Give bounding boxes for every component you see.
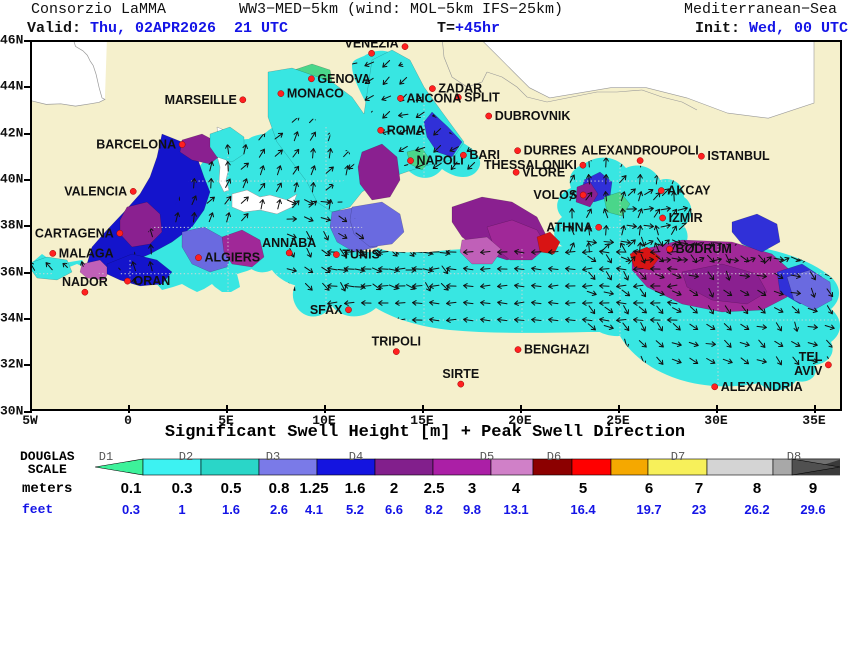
svg-text:DUBROVNIK: DUBROVNIK — [495, 109, 571, 123]
svg-text:SIRTE: SIRTE — [442, 367, 479, 381]
svg-text:AKCAY: AKCAY — [667, 184, 711, 198]
svg-text:TEL: TEL — [799, 350, 823, 364]
svg-text:ANCONA: ANCONA — [407, 91, 462, 105]
svg-text:BARCELONA: BARCELONA — [96, 138, 176, 152]
svg-text:ALGIERS: ALGIERS — [205, 251, 261, 265]
svg-text:ORAN: ORAN — [134, 274, 171, 288]
svg-text:NADOR: NADOR — [62, 275, 108, 289]
svg-text:TRIPOLI: TRIPOLI — [372, 335, 421, 349]
svg-text:BENGHAZI: BENGHAZI — [524, 343, 589, 357]
svg-text:MONACO: MONACO — [287, 87, 344, 101]
svg-text:AVIV: AVIV — [794, 364, 823, 378]
svg-text:GENOVA: GENOVA — [317, 72, 370, 86]
svg-text:ANNABA: ANNABA — [262, 236, 316, 250]
svg-text:BODRUM: BODRUM — [676, 242, 732, 256]
svg-text:DURRES: DURRES — [524, 144, 577, 158]
svg-text:NAPOLI: NAPOLI — [417, 154, 464, 168]
svg-text:MARSEILLE: MARSEILLE — [165, 93, 237, 107]
svg-text:ALEXANDROUPOLI: ALEXANDROUPOLI — [581, 144, 698, 158]
svg-text:CARTAGENA: CARTAGENA — [35, 226, 114, 240]
svg-text:VALENCIA: VALENCIA — [64, 184, 127, 198]
svg-text:ISTANBUL: ISTANBUL — [707, 149, 770, 163]
svg-text:SPLIT: SPLIT — [464, 90, 500, 104]
svg-text:VOLOS: VOLOS — [533, 188, 577, 202]
svg-text:TUNIS: TUNIS — [342, 248, 380, 262]
svg-text:THESSALONIKI: THESSALONIKI — [484, 158, 577, 172]
svg-text:TRIESTE: TRIESTE — [379, 42, 432, 44]
svg-text:SFAX: SFAX — [310, 303, 343, 317]
svg-text:ALEXANDRIA: ALEXANDRIA — [721, 380, 803, 394]
svg-text:ATHINA: ATHINA — [546, 220, 592, 234]
svg-text:IZMIR: IZMIR — [669, 211, 703, 225]
svg-text:MALAGA: MALAGA — [59, 246, 114, 260]
svg-text:ROMA: ROMA — [387, 123, 425, 137]
